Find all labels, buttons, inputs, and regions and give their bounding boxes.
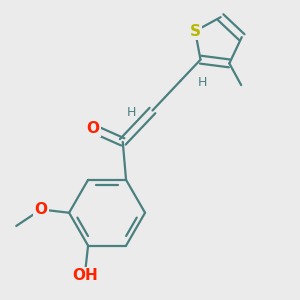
Text: H: H [126,106,136,119]
Text: OH: OH [72,268,98,283]
Text: O: O [86,121,100,136]
Text: H: H [197,76,207,89]
Text: O: O [34,202,47,217]
Text: S: S [190,24,201,39]
